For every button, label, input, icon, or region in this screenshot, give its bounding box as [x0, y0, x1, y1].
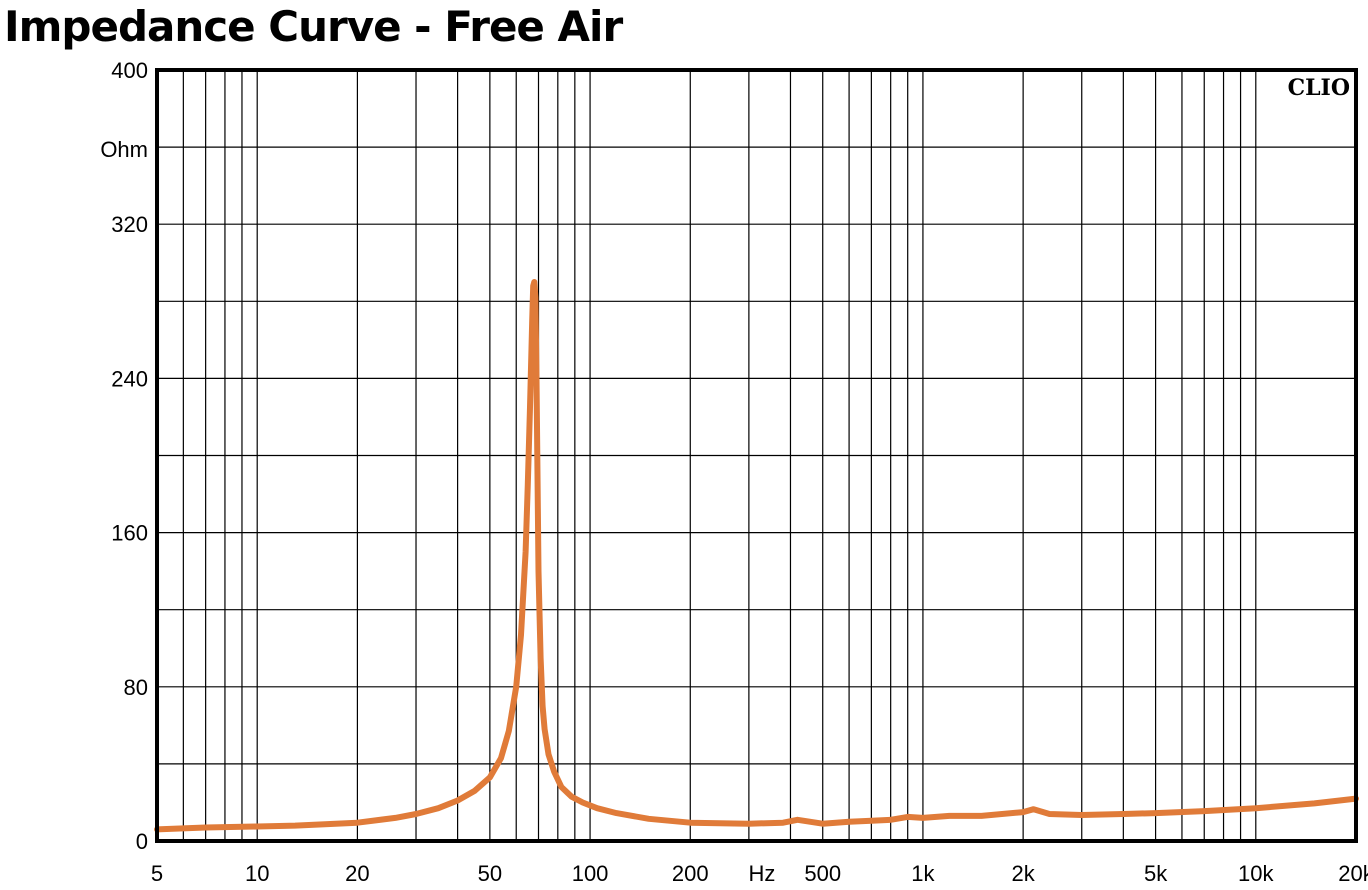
chart-title: Impedance Curve - Free Air — [4, 2, 623, 51]
y-tick-label: 160 — [111, 521, 148, 546]
x-tick-label: 100 — [572, 861, 609, 886]
x-tick-label: 20 — [345, 861, 369, 886]
x-tick-label: 2k — [1012, 861, 1036, 886]
y-tick-label: 240 — [111, 366, 148, 391]
plot-frame — [155, 68, 1358, 843]
y-tick-label: 320 — [111, 212, 148, 237]
x-tick-label: 20k — [1338, 861, 1368, 886]
y-tick-label: 400 — [111, 58, 148, 83]
x-tick-label: 200 — [672, 861, 709, 886]
x-tick-label: 1k — [911, 861, 935, 886]
y-axis-label: Ohm — [100, 137, 148, 162]
x-tick-label: 500 — [804, 861, 841, 886]
tick-labels: 5 10 20 50 100 200 500 1k 2k 5k 10k 20k 0 80 160 240 320… — [111, 58, 1368, 886]
impedance-curve-layer — [154, 279, 1359, 833]
grid-lines — [157, 70, 1356, 841]
y-tick-label: 0 — [136, 829, 148, 854]
impedance-series-line — [154, 279, 1359, 833]
x-tick-label: 10k — [1238, 861, 1274, 886]
x-axis-label: Hz — [749, 861, 776, 886]
x-tick-label: 50 — [478, 861, 502, 886]
x-tick-label: 10 — [245, 861, 269, 886]
x-tick-label: 5k — [1144, 861, 1168, 886]
clio-brand-label: CLIO — [1288, 75, 1350, 101]
x-tick-label: 5 — [151, 861, 163, 886]
y-tick-label: 80 — [124, 675, 148, 700]
